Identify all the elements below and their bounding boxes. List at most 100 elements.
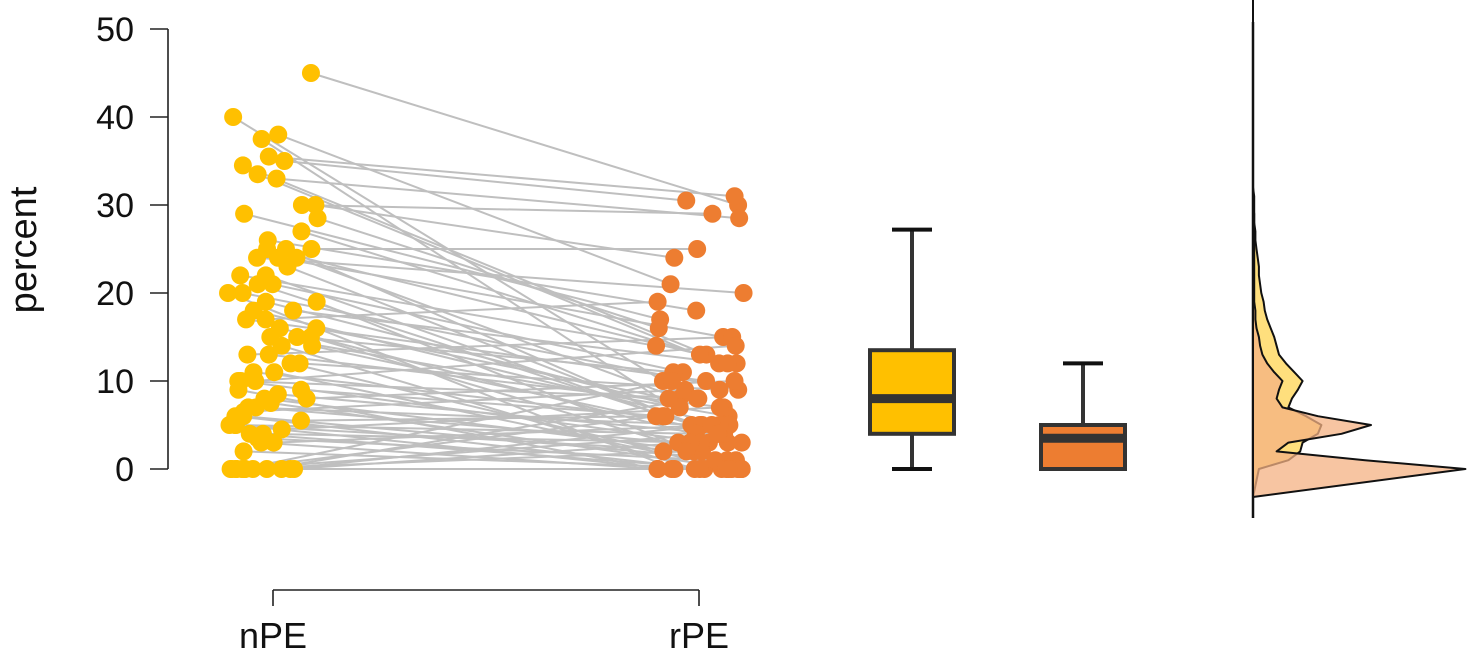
pair-line [317, 217, 660, 330]
point-npe [265, 363, 284, 382]
point-rpe [697, 372, 716, 390]
point-npe [219, 284, 238, 302]
pair-line [266, 397, 698, 470]
point-rpe [687, 389, 706, 408]
density-plot [1251, 0, 1467, 518]
point-rpe [725, 372, 744, 390]
point-npe [302, 240, 321, 258]
point-npe [285, 460, 304, 478]
y-tick-label: 0 [115, 451, 134, 489]
point-rpe [732, 460, 751, 478]
point-rpe [725, 187, 744, 206]
point-rpe [661, 275, 680, 294]
pair-line [301, 388, 664, 418]
pair-line [231, 450, 687, 470]
point-rpe [687, 301, 706, 320]
pair-line [273, 424, 720, 444]
pair-line [281, 424, 712, 470]
point-rpe [690, 460, 709, 478]
point-npe [275, 152, 294, 170]
point-rpe [732, 433, 751, 452]
point-npe [257, 460, 276, 478]
pair-line [265, 300, 680, 409]
box [1039, 423, 1127, 471]
point-rpe [647, 336, 666, 355]
point-npe [252, 433, 271, 452]
point-rpe [662, 372, 681, 390]
pair-line [235, 415, 705, 470]
point-rpe [708, 424, 727, 443]
point-npe [291, 411, 310, 430]
point-npe [284, 301, 303, 320]
point-npe [233, 284, 252, 302]
y-tick-label: 10 [96, 363, 134, 401]
pair-line [265, 300, 658, 321]
pair-line [301, 204, 713, 215]
point-npe [227, 460, 246, 478]
point-rpe [710, 398, 729, 417]
pair-line [268, 353, 724, 409]
point-npe [290, 354, 309, 373]
point-npe [237, 310, 256, 329]
y-axis-title: percent [3, 186, 45, 313]
pair-line [261, 138, 701, 426]
point-npe [278, 257, 297, 276]
pair-line [242, 164, 707, 356]
point-rpe [718, 354, 737, 373]
density-rpe [1252, 0, 1467, 498]
pair-line [297, 336, 674, 374]
point-npe [231, 266, 250, 285]
y-tick-label: 40 [96, 99, 134, 137]
pair-line [310, 72, 739, 206]
data-points [219, 64, 753, 478]
point-npe [267, 169, 286, 188]
pair-line [267, 239, 697, 312]
paired-lines [227, 72, 744, 470]
point-rpe [647, 407, 666, 426]
point-rpe [703, 204, 722, 223]
point-npe [263, 275, 282, 294]
pair-line [253, 309, 725, 426]
boxplots [868, 227, 1127, 471]
pair-line [257, 437, 716, 462]
point-rpe [659, 389, 678, 408]
point-npe [301, 64, 320, 82]
point-rpe [710, 380, 729, 399]
point-npe [306, 196, 325, 214]
point-npe [307, 292, 326, 311]
box [868, 348, 956, 436]
pair-line [255, 406, 679, 444]
point-rpe [648, 292, 667, 311]
point-rpe [677, 442, 696, 461]
point-rpe [688, 240, 707, 258]
point-npe [248, 275, 267, 294]
pair-line [284, 160, 687, 202]
point-rpe [649, 319, 668, 338]
point-npe [234, 442, 253, 461]
y-tick-label: 30 [96, 187, 134, 225]
point-npe [308, 209, 327, 228]
pair-line [248, 406, 703, 426]
point-rpe [726, 336, 745, 355]
pair-line [238, 380, 699, 400]
x-tick-label-npe: nPE [239, 615, 307, 656]
boxplot-rpe [1039, 361, 1127, 471]
point-npe [224, 108, 243, 126]
pair-line [296, 256, 680, 400]
point-npe [233, 156, 252, 175]
point-npe [259, 147, 278, 166]
point-npe [297, 389, 316, 408]
pair-line [241, 380, 673, 470]
y-tick-label: 20 [96, 275, 134, 313]
point-rpe [690, 345, 709, 364]
point-npe [252, 130, 271, 148]
point-npe [292, 196, 311, 214]
pair-line [235, 432, 718, 470]
pair-line [276, 177, 740, 220]
point-npe [229, 380, 248, 399]
pair-line [281, 406, 720, 431]
point-npe [264, 433, 283, 452]
boxplot-npe [868, 227, 956, 471]
point-rpe [677, 191, 696, 210]
